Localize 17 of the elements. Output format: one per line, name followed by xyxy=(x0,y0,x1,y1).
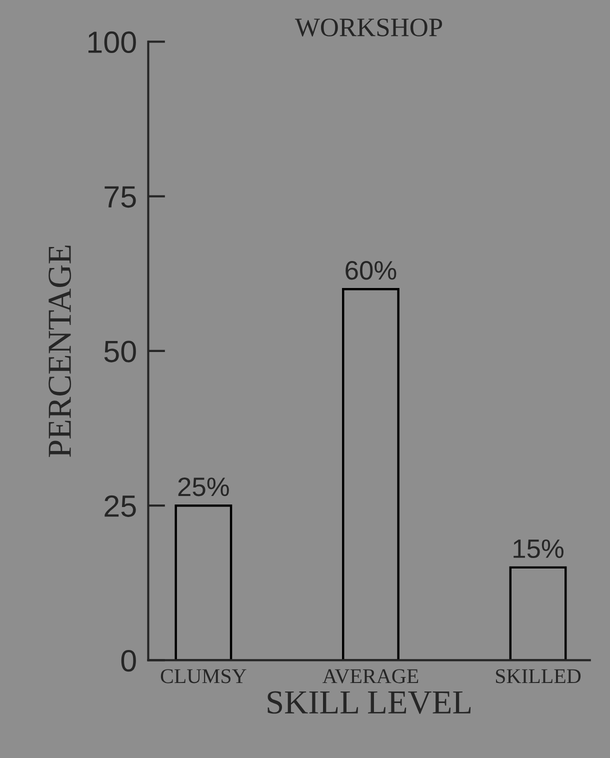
chart-title: WORKSHOP xyxy=(295,18,442,36)
x-tick-label: CLUMSY xyxy=(160,669,246,684)
data-label: 15% xyxy=(514,539,564,558)
y-tick-label: 25 xyxy=(104,495,136,517)
bar xyxy=(174,504,232,660)
data-label: 60% xyxy=(346,261,396,280)
y-tick-label: 100 xyxy=(88,31,136,54)
bar xyxy=(509,566,567,660)
y-tick-label: 0 xyxy=(121,650,136,672)
x-tick-label: AVERAGE xyxy=(322,669,418,684)
y-tick-label: 50 xyxy=(104,340,136,362)
y-tick-label: 75 xyxy=(104,186,136,208)
y-axis-title: PERCENTAGE xyxy=(48,246,72,457)
x-tick-label: SKILLED xyxy=(496,669,581,684)
x-axis-title: SKILL LEVEL xyxy=(268,691,471,714)
data-label: 25% xyxy=(178,478,229,496)
bar xyxy=(342,288,400,660)
